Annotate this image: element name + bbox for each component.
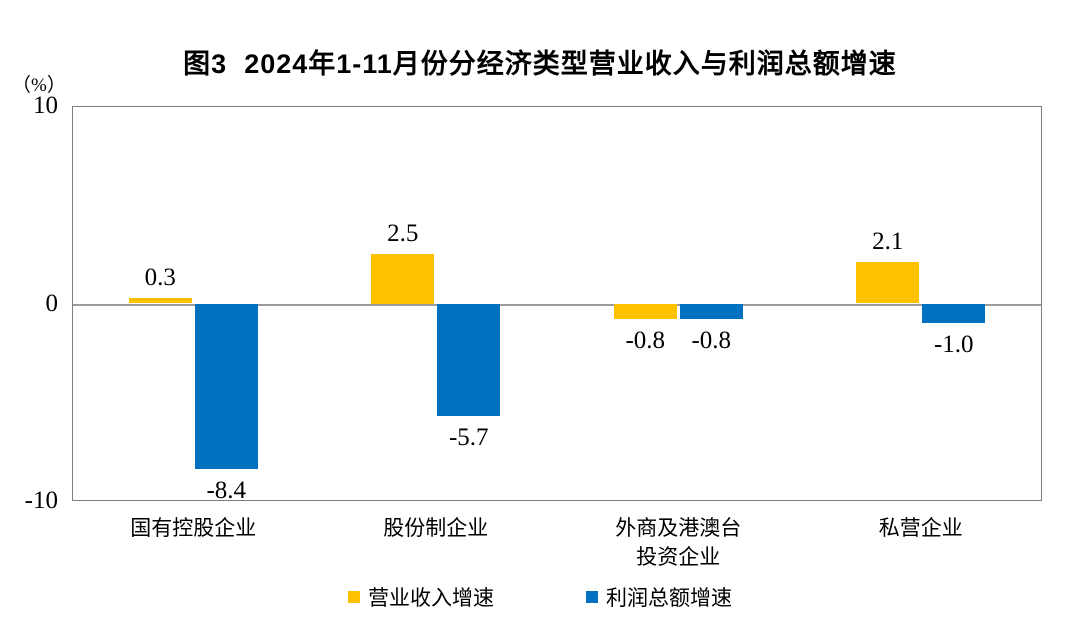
bar-value-label: 2.1 bbox=[872, 228, 904, 256]
bar-revenue-growth-3 bbox=[856, 262, 920, 304]
legend-swatch-revenue-growth bbox=[348, 591, 360, 603]
legend-label: 利润总额增速 bbox=[606, 586, 732, 610]
legend-label: 营业收入增速 bbox=[368, 586, 494, 610]
bar-value-label: -1.0 bbox=[933, 331, 974, 359]
legend-swatch-profit-growth bbox=[586, 591, 598, 603]
bar-revenue-growth-1 bbox=[371, 254, 435, 304]
bar-profit-growth-3 bbox=[922, 303, 986, 324]
zero-gridline bbox=[73, 303, 1041, 306]
bar-revenue-growth-2 bbox=[613, 303, 677, 320]
y-axis-unit-label: （%） bbox=[12, 75, 66, 96]
legend-item-profit-growth: 利润总额增速 bbox=[586, 582, 732, 612]
bar-value-label: -5.7 bbox=[448, 424, 489, 452]
bar-value-label: -8.4 bbox=[206, 477, 247, 505]
y-tick-label: -10 bbox=[24, 487, 58, 514]
bar-value-label: -0.8 bbox=[691, 327, 732, 355]
bar-revenue-growth-0 bbox=[128, 297, 192, 304]
legend-item-revenue-growth: 营业收入增速 bbox=[348, 582, 494, 612]
x-axis-label: 外商及港澳台 投资企业 bbox=[615, 516, 742, 569]
y-tick-label: 10 bbox=[33, 92, 58, 119]
bar-value-label: 2.5 bbox=[387, 220, 419, 248]
bar-profit-growth-0 bbox=[194, 303, 258, 470]
chart-title: 图3 2024年1-11月份分经济类型营业收入与利润总额增速 bbox=[183, 49, 897, 79]
y-tick-label: 0 bbox=[45, 289, 59, 317]
legend: 营业收入增速 利润总额增速 bbox=[0, 582, 1080, 612]
bar-value-label: -0.8 bbox=[625, 327, 666, 355]
bar-profit-growth-1 bbox=[437, 303, 501, 417]
x-axis-label: 国有控股企业 bbox=[130, 516, 257, 540]
bar-value-label: 0.3 bbox=[144, 263, 176, 291]
bar-profit-growth-2 bbox=[679, 303, 743, 320]
x-axis-label: 股份制企业 bbox=[383, 516, 489, 540]
x-axis-label: 私营企业 bbox=[878, 516, 963, 540]
